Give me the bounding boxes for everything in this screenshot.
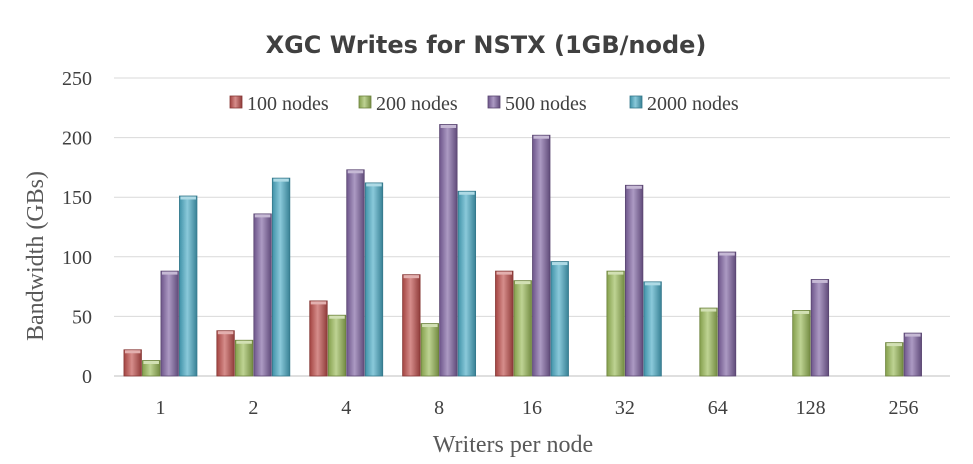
bar-top-200-nodes-32 bbox=[607, 271, 624, 275]
bar-500-nodes-16 bbox=[532, 134, 551, 377]
bar-2000-nodes-8 bbox=[457, 190, 477, 377]
bar-top-500-nodes-2 bbox=[254, 214, 271, 218]
bar-top-500-nodes-128 bbox=[812, 279, 828, 283]
bar-100-nodes-4 bbox=[309, 300, 328, 377]
x-tick-label: 128 bbox=[796, 397, 826, 419]
bar-top-200-nodes-256 bbox=[886, 343, 903, 347]
x-tick-label: 16 bbox=[522, 397, 542, 419]
bar-top-500-nodes-1 bbox=[161, 271, 178, 275]
bar-2000-nodes-2 bbox=[271, 177, 291, 377]
x-tick-label: 256 bbox=[889, 397, 919, 419]
y-tick-label: 150 bbox=[62, 187, 92, 209]
bar-top-200-nodes-1 bbox=[143, 361, 159, 365]
bar-100-nodes-8 bbox=[402, 274, 421, 377]
bar-500-nodes-8 bbox=[439, 124, 458, 377]
x-axis-ticks: 1 2 4 8 16 32 64 128 256 bbox=[155, 397, 918, 419]
bar-top-100-nodes-16 bbox=[496, 271, 512, 275]
bar-top-500-nodes-8 bbox=[440, 124, 457, 128]
bar-2000-nodes-4 bbox=[364, 182, 384, 377]
bar-top-200-nodes-16 bbox=[515, 281, 531, 285]
x-tick-label: 32 bbox=[615, 397, 635, 419]
x-axis-label: Writers per node bbox=[433, 432, 593, 458]
bar-200-nodes-4 bbox=[327, 314, 347, 377]
bar-top-100-nodes-2 bbox=[217, 331, 234, 335]
x-tick-label: 4 bbox=[341, 397, 351, 419]
legend-swatch-2000-nodes bbox=[629, 95, 643, 109]
bar-100-nodes-1 bbox=[123, 349, 142, 377]
bar-top-100-nodes-1 bbox=[124, 350, 141, 354]
bar-top-200-nodes-4 bbox=[329, 315, 345, 319]
bar-top-2000-nodes-8 bbox=[459, 191, 475, 195]
bar-top-500-nodes-256 bbox=[905, 333, 921, 337]
bar-200-nodes-128 bbox=[792, 310, 811, 377]
legend-label-200-nodes: 200 nodes bbox=[376, 93, 458, 115]
legend: 100 nodes 200 nodes 500 nodes 2000 nodes bbox=[229, 93, 739, 115]
bar-top-200-nodes-128 bbox=[793, 310, 810, 314]
bar-500-nodes-1 bbox=[160, 270, 179, 377]
bar-top-200-nodes-2 bbox=[236, 340, 252, 344]
bar-200-nodes-64 bbox=[699, 307, 718, 377]
x-tick-label: 1 bbox=[155, 397, 165, 419]
bar-2000-nodes-16 bbox=[550, 261, 569, 377]
bar-top-2000-nodes-32 bbox=[644, 282, 661, 286]
bar-200-nodes-256 bbox=[885, 342, 904, 377]
bar-500-nodes-256 bbox=[903, 332, 922, 377]
legend-label-100-nodes: 100 nodes bbox=[247, 93, 329, 115]
bar-200-nodes-16 bbox=[513, 280, 532, 377]
bar-200-nodes-1 bbox=[142, 360, 161, 377]
bar-2000-nodes-32 bbox=[643, 281, 662, 377]
bar-100-nodes-16 bbox=[495, 270, 514, 377]
bar-top-200-nodes-8 bbox=[422, 324, 438, 328]
legend-label-2000-nodes: 2000 nodes bbox=[647, 93, 739, 115]
bar-top-100-nodes-4 bbox=[310, 301, 327, 305]
y-axis-ticks: 0 50 100 150 200 250 bbox=[62, 68, 92, 388]
x-tick-label: 8 bbox=[434, 397, 444, 419]
x-tick-label: 64 bbox=[708, 397, 728, 419]
bars bbox=[123, 124, 922, 377]
bar-top-500-nodes-4 bbox=[347, 170, 364, 174]
y-tick-label: 250 bbox=[62, 68, 92, 90]
bar-top-500-nodes-16 bbox=[533, 135, 549, 139]
bar-200-nodes-32 bbox=[606, 270, 625, 377]
x-tick-label: 2 bbox=[248, 397, 258, 419]
bar-2000-nodes-1 bbox=[179, 195, 198, 377]
chart-title: XGC Writes for NSTX (1GB/node) bbox=[266, 31, 707, 59]
legend-swatch-100-nodes bbox=[229, 95, 243, 109]
legend-swatch-500-nodes bbox=[487, 95, 501, 109]
bar-500-nodes-4 bbox=[346, 169, 365, 377]
y-tick-label: 50 bbox=[72, 306, 92, 328]
y-tick-label: 200 bbox=[62, 128, 92, 150]
bar-top-2000-nodes-4 bbox=[366, 183, 382, 187]
bar-500-nodes-64 bbox=[717, 251, 737, 377]
bar-200-nodes-8 bbox=[420, 323, 440, 377]
bar-200-nodes-2 bbox=[234, 339, 254, 377]
bar-500-nodes-2 bbox=[253, 213, 272, 377]
bar-top-200-nodes-64 bbox=[700, 308, 717, 312]
bar-top-500-nodes-64 bbox=[719, 252, 735, 256]
legend-label-500-nodes: 500 nodes bbox=[505, 93, 587, 115]
bar-100-nodes-2 bbox=[216, 330, 235, 377]
bar-top-500-nodes-32 bbox=[626, 185, 642, 189]
bar-top-2000-nodes-16 bbox=[552, 262, 568, 266]
bar-500-nodes-128 bbox=[810, 279, 830, 377]
y-tick-label: 0 bbox=[82, 366, 92, 388]
y-tick-label: 100 bbox=[62, 247, 92, 269]
bar-top-100-nodes-8 bbox=[403, 275, 420, 279]
bar-top-2000-nodes-1 bbox=[180, 196, 196, 200]
gridlines bbox=[114, 77, 950, 377]
bar-top-2000-nodes-2 bbox=[273, 178, 289, 182]
y-axis-label: Bandwidth (GBs) bbox=[23, 171, 49, 341]
legend-swatch-200-nodes bbox=[358, 95, 372, 109]
bar-500-nodes-32 bbox=[624, 184, 644, 377]
